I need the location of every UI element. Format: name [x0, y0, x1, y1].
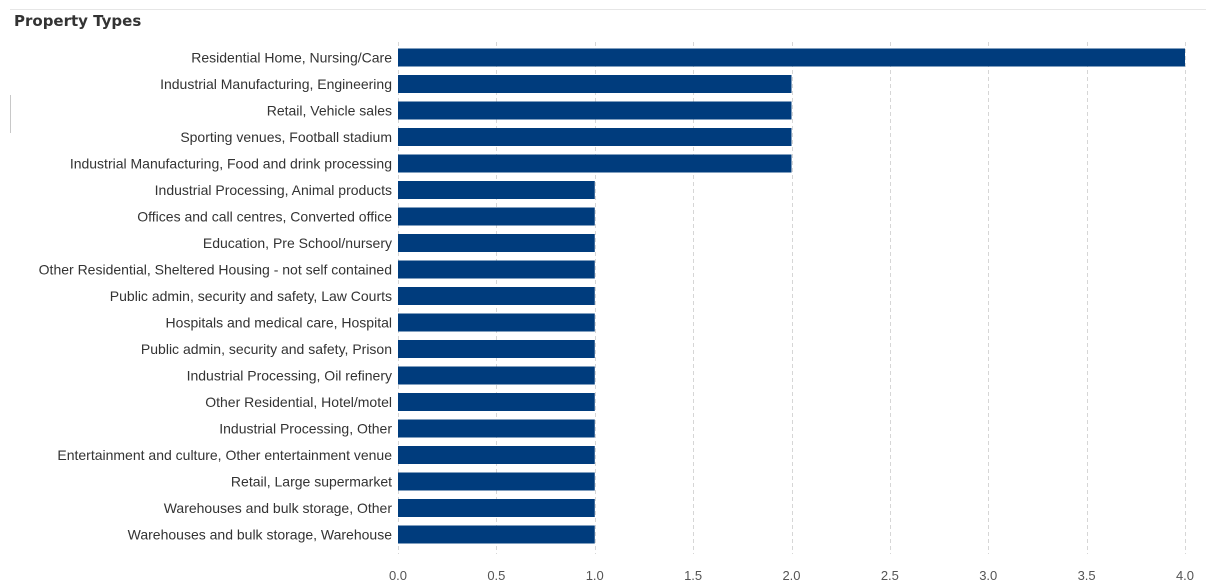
category-label: Industrial Processing, Other	[219, 421, 392, 437]
category-label: Public admin, security and safety, Priso…	[141, 341, 392, 357]
category-label: Warehouses and bulk storage, Warehouse	[128, 527, 393, 543]
category-label: Offices and call centres, Converted offi…	[137, 209, 392, 225]
category-label: Hospitals and medical care, Hospital	[166, 315, 392, 331]
x-tick-label: 2.5	[881, 568, 899, 583]
x-tick-label: 1.0	[586, 568, 604, 583]
bar[interactable]	[398, 287, 595, 305]
bar[interactable]	[398, 234, 595, 252]
category-label: Warehouses and bulk storage, Other	[164, 500, 393, 516]
category-label: Retail, Large supermarket	[231, 474, 392, 490]
bars	[398, 48, 1185, 544]
bar[interactable]	[398, 75, 792, 93]
bar[interactable]	[398, 181, 595, 199]
category-label: Industrial Processing, Animal products	[155, 182, 392, 198]
bar[interactable]	[398, 313, 595, 332]
bar[interactable]	[398, 393, 595, 411]
x-tick-label: 3.0	[979, 568, 997, 583]
bar[interactable]	[398, 101, 792, 120]
x-tick-label: 4.0	[1176, 568, 1194, 583]
category-label: Public admin, security and safety, Law C…	[110, 288, 392, 304]
bar[interactable]	[398, 207, 595, 226]
category-label: Other Residential, Hotel/motel	[205, 394, 392, 410]
bar[interactable]	[398, 446, 595, 464]
gridlines	[398, 42, 1186, 554]
bar[interactable]	[398, 128, 792, 146]
bar[interactable]	[398, 260, 595, 279]
bar[interactable]	[398, 366, 595, 385]
bar[interactable]	[398, 472, 595, 491]
category-label: Sporting venues, Football stadium	[180, 129, 392, 145]
x-tick-label: 0.0	[389, 568, 407, 583]
category-label: Education, Pre School/nursery	[203, 235, 392, 251]
category-label: Retail, Vehicle sales	[267, 103, 392, 119]
panel-title: Property Types	[14, 12, 142, 30]
x-tick-label: 0.5	[487, 568, 505, 583]
bar[interactable]	[398, 525, 595, 544]
category-label: Other Residential, Sheltered Housing - n…	[39, 262, 392, 278]
x-tick-label: 3.5	[1078, 568, 1096, 583]
bar[interactable]	[398, 154, 792, 173]
bar[interactable]	[398, 419, 595, 438]
category-label: Industrial Manufacturing, Food and drink…	[70, 156, 392, 172]
x-tick-label: 1.5	[684, 568, 702, 583]
panel-edge-marker	[10, 95, 11, 133]
category-label: Industrial Manufacturing, Engineering	[160, 76, 392, 92]
bar[interactable]	[398, 48, 1185, 67]
x-axis-ticks: 0.0 0.5 1.0 1.5 2.0 2.5 3.0 3.5 4.0	[389, 568, 1194, 583]
category-label: Industrial Processing, Oil refinery	[187, 368, 392, 384]
category-labels: Residential Home, Nursing/Care Industrial…	[39, 50, 393, 543]
bar[interactable]	[398, 499, 595, 517]
bar[interactable]	[398, 340, 595, 358]
category-label: Entertainment and culture, Other enterta…	[57, 447, 392, 463]
x-tick-label: 2.0	[782, 568, 800, 583]
category-label: Residential Home, Nursing/Care	[191, 50, 392, 66]
top-divider	[10, 9, 1206, 10]
